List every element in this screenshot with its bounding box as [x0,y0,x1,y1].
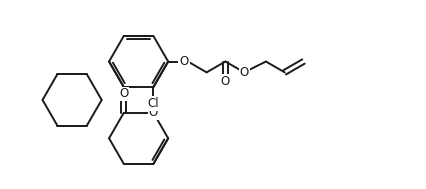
Text: Cl: Cl [147,97,159,110]
Text: O: O [149,106,158,119]
Text: O: O [179,55,189,68]
Text: O: O [239,66,249,79]
Text: O: O [119,88,129,101]
Text: O: O [221,75,230,88]
